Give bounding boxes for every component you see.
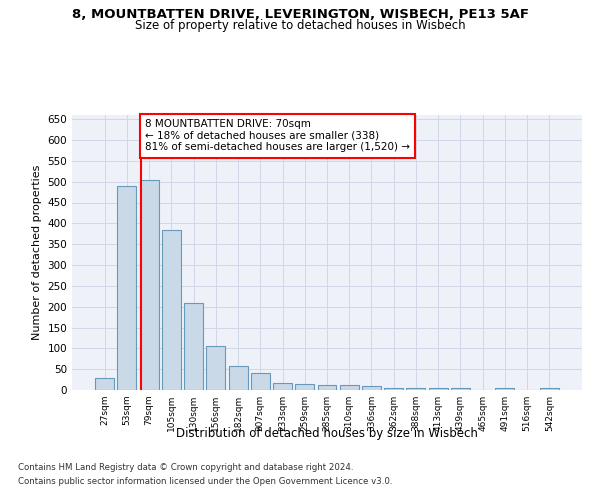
Bar — [384, 388, 403, 390]
Bar — [118, 186, 136, 390]
Bar — [429, 388, 448, 390]
Bar — [206, 346, 225, 390]
Bar — [140, 180, 158, 390]
Bar — [184, 302, 203, 390]
Text: Contains HM Land Registry data © Crown copyright and database right 2024.: Contains HM Land Registry data © Crown c… — [18, 464, 353, 472]
Text: 8 MOUNTBATTEN DRIVE: 70sqm
← 18% of detached houses are smaller (338)
81% of sem: 8 MOUNTBATTEN DRIVE: 70sqm ← 18% of deta… — [145, 119, 410, 152]
Bar — [362, 386, 381, 390]
Text: Distribution of detached houses by size in Wisbech: Distribution of detached houses by size … — [176, 428, 478, 440]
Bar — [317, 385, 337, 390]
Text: 8, MOUNTBATTEN DRIVE, LEVERINGTON, WISBECH, PE13 5AF: 8, MOUNTBATTEN DRIVE, LEVERINGTON, WISBE… — [71, 8, 529, 20]
Bar — [406, 388, 425, 390]
Bar — [451, 388, 470, 390]
Text: Contains public sector information licensed under the Open Government Licence v3: Contains public sector information licen… — [18, 477, 392, 486]
Bar — [229, 366, 248, 390]
Bar — [496, 388, 514, 390]
Bar — [295, 384, 314, 390]
Bar — [340, 386, 359, 390]
Y-axis label: Number of detached properties: Number of detached properties — [32, 165, 42, 340]
Bar — [273, 382, 292, 390]
Bar — [251, 374, 270, 390]
Bar — [540, 388, 559, 390]
Text: Size of property relative to detached houses in Wisbech: Size of property relative to detached ho… — [134, 18, 466, 32]
Bar — [95, 378, 114, 390]
Bar — [162, 230, 181, 390]
